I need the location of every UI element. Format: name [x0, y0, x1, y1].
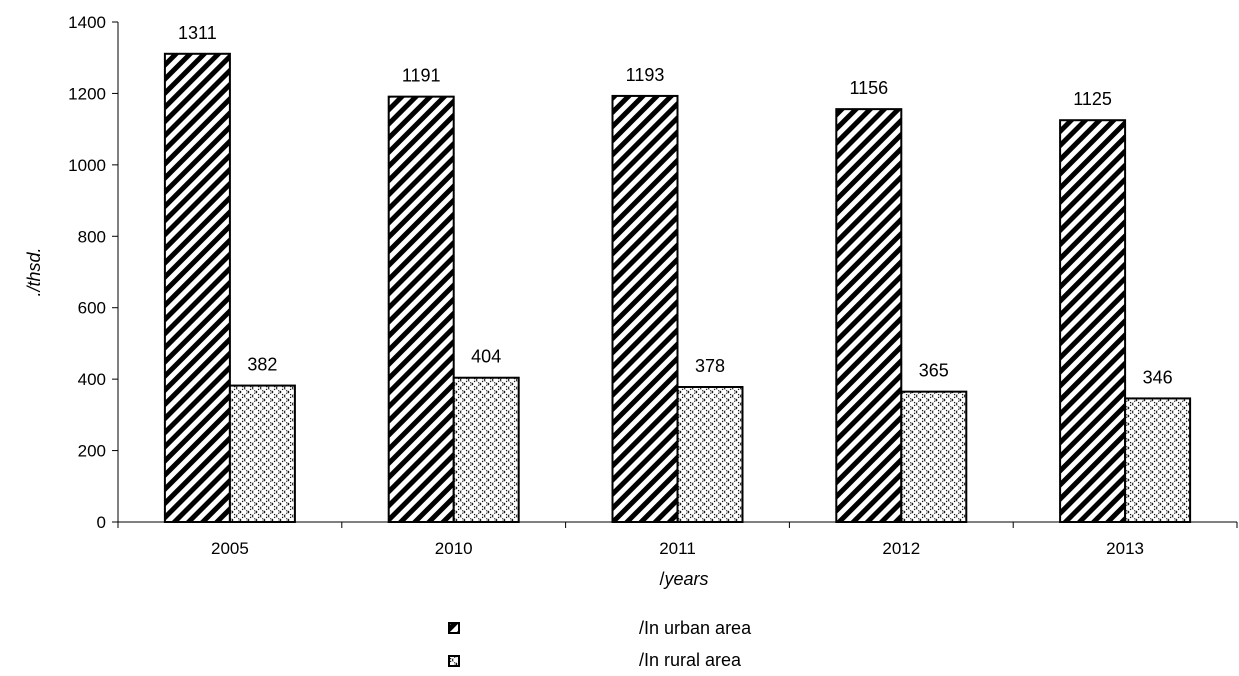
y-tick-label-800: 800 — [78, 227, 106, 246]
data-label-urban-2010: 1191 — [402, 66, 441, 86]
bar-urban-2011 — [611, 94, 679, 524]
y-tick-label-200: 200 — [78, 442, 106, 461]
bar-urban-2013 — [1059, 119, 1127, 523]
bar-urban-2012 — [835, 108, 903, 524]
data-label-urban-2012: 1156 — [849, 78, 888, 98]
x-tick-label-2012: 2012 — [882, 539, 920, 558]
y-tick-label-1400: 1400 — [68, 13, 106, 32]
bar-urban-2005 — [163, 52, 231, 524]
bar-urban-2010 — [387, 95, 455, 524]
bar-rural-2013 — [1124, 397, 1192, 523]
y-tick-label-1200: 1200 — [68, 84, 106, 103]
data-label-urban-2005: 1311 — [178, 23, 217, 43]
legend: /In urban area /In rural area — [448, 618, 752, 670]
x-tick-label-2011: 2011 — [659, 539, 696, 558]
bar-rural-2005 — [228, 384, 296, 524]
legend-label-rural: /In rural area — [639, 650, 742, 670]
data-label-urban-2013: 1125 — [1073, 89, 1112, 109]
bar-rural-2011 — [676, 386, 744, 523]
plot-area: 0 200 400 600 800 1000 1200 1400 1311 382 2005 1191… — [68, 13, 1238, 558]
legend-swatch-rural — [448, 655, 460, 667]
bar-rural-2010 — [452, 376, 520, 524]
x-tick-label-2013: 2013 — [1106, 539, 1144, 558]
bar-rural-2012 — [900, 390, 968, 523]
legend-swatch-urban — [448, 622, 460, 634]
data-label-rural-2005: 382 — [247, 355, 277, 375]
x-axis-title-text: years — [663, 569, 709, 589]
data-label-rural-2010: 404 — [471, 347, 501, 367]
data-label-rural-2011: 378 — [695, 356, 725, 376]
data-label-rural-2012: 365 — [919, 361, 949, 381]
y-tick-label-400: 400 — [78, 370, 106, 389]
x-axis-title: /years — [659, 569, 708, 589]
data-label-urban-2011: 1193 — [626, 65, 665, 85]
x-tick-label-2005: 2005 — [211, 539, 249, 558]
y-tick-label-600: 600 — [78, 299, 106, 318]
y-tick-label-1000: 1000 — [68, 156, 106, 175]
legend-label-urban: /In urban area — [639, 618, 752, 638]
x-tick-label-2010: 2010 — [435, 539, 473, 558]
y-axis-title: ./thsd. — [24, 247, 44, 296]
x-axis-title-prefix: / — [659, 569, 664, 589]
data-label-rural-2013: 346 — [1143, 367, 1173, 387]
y-tick-label-0: 0 — [97, 513, 106, 532]
